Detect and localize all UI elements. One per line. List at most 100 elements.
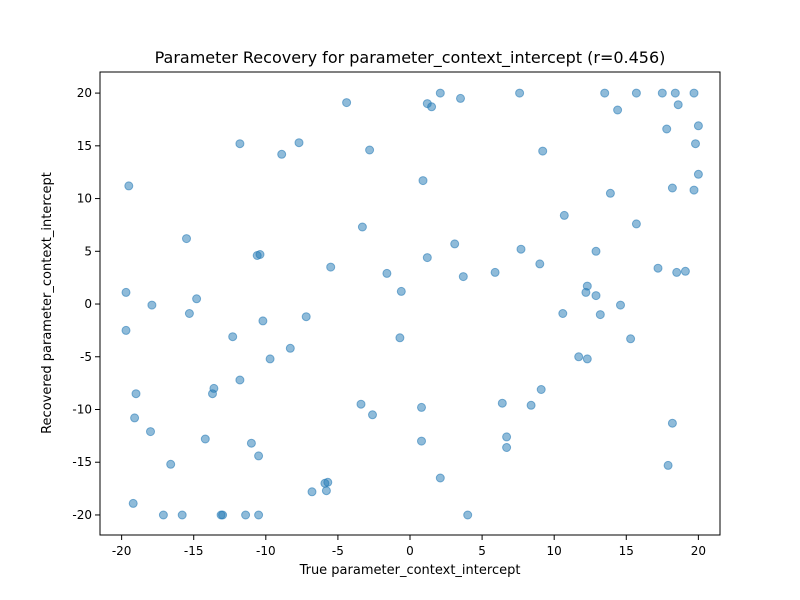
data-point-92 — [673, 100, 683, 110]
x-tick-label: 10 — [547, 544, 562, 558]
data-point-39 — [342, 98, 352, 108]
data-point-67 — [538, 146, 548, 156]
data-point-33 — [301, 312, 311, 322]
data-point-84 — [631, 219, 641, 229]
x-tick-label: -10 — [256, 544, 276, 558]
x-axis-label: True parameter_context_intercept — [299, 563, 521, 578]
data-point-16 — [208, 389, 217, 399]
data-point-19 — [228, 332, 238, 342]
y-tick-label: 15 — [77, 139, 92, 153]
data-point-27 — [254, 510, 264, 520]
data-point-54 — [435, 473, 445, 483]
x-axis-ticks: -20 -15 -10 -5 0 5 10 15 20 — [112, 535, 706, 558]
data-point-22 — [241, 510, 251, 520]
data-point-5 — [128, 498, 138, 508]
data-point-18 — [218, 510, 228, 520]
data-point-64 — [516, 244, 526, 254]
data-point-7 — [146, 427, 155, 437]
data-point-88 — [663, 460, 673, 470]
data-point-90 — [667, 418, 677, 428]
data-point-38 — [326, 262, 336, 272]
data-point-1 — [121, 287, 131, 297]
data-point-29 — [265, 354, 275, 364]
data-point-79 — [605, 188, 615, 198]
data-point-40 — [356, 399, 366, 409]
x-tick-label: 20 — [691, 544, 706, 558]
data-point-86 — [657, 88, 667, 98]
data-point-76 — [591, 291, 601, 301]
data-point-94 — [680, 266, 690, 276]
data-point-9 — [166, 459, 176, 469]
data-point-32 — [294, 138, 304, 148]
y-axis-ticks: -20 -15 -10 -5 0 5 10 15 20 — [72, 86, 100, 522]
data-point-52 — [422, 253, 432, 263]
y-tick-label: -10 — [72, 402, 92, 416]
data-point-47 — [418, 176, 428, 186]
data-point-30 — [277, 149, 287, 159]
data-point-37 — [321, 486, 331, 496]
data-point-82 — [626, 334, 636, 344]
y-axis-label: Recovered parameter_context_intercept — [40, 172, 55, 434]
data-point-44 — [382, 268, 392, 278]
data-point-65 — [526, 400, 536, 410]
data-point-60 — [497, 398, 507, 408]
y-tick-label: -20 — [72, 508, 92, 522]
data-point-66 — [535, 259, 545, 269]
data-point-45 — [396, 286, 406, 296]
data-point-80 — [613, 105, 623, 115]
data-point-2 — [121, 325, 131, 335]
data-point-0 — [124, 181, 134, 191]
data-point-34 — [307, 487, 317, 497]
data-point-43 — [368, 410, 377, 420]
data-point-61 — [502, 432, 512, 442]
data-point-57 — [458, 272, 468, 282]
y-tick-label: 0 — [84, 297, 92, 311]
data-point-31 — [285, 343, 295, 353]
data-point-93 — [672, 267, 682, 277]
data-point-58 — [463, 510, 473, 520]
data-point-51 — [427, 102, 437, 112]
data-point-63 — [515, 88, 525, 98]
data-point-74 — [582, 354, 592, 364]
data-point-95 — [689, 88, 699, 98]
data-point-68 — [536, 385, 546, 394]
data-point-41 — [357, 222, 367, 232]
x-tick-label: -20 — [112, 544, 132, 558]
data-point-46 — [395, 333, 405, 343]
y-tick-label: 10 — [77, 192, 92, 206]
data-point-13 — [192, 294, 202, 304]
data-point-59 — [490, 267, 500, 277]
data-point-85 — [653, 263, 663, 273]
data-point-96 — [691, 139, 700, 149]
x-tick-label: -5 — [332, 544, 344, 558]
y-tick-label: 5 — [84, 244, 92, 258]
data-point-99 — [693, 169, 703, 179]
data-point-55 — [450, 239, 460, 249]
data-point-89 — [667, 183, 677, 193]
data-point-6 — [147, 300, 157, 310]
data-point-11 — [182, 234, 191, 244]
data-point-71 — [574, 352, 584, 362]
data-point-83 — [631, 88, 641, 98]
data-point-21 — [235, 375, 245, 385]
data-point-73 — [582, 281, 592, 291]
data-point-25 — [255, 250, 265, 259]
data-point-26 — [254, 451, 264, 461]
x-tick-label: -15 — [184, 544, 204, 558]
data-point-62 — [502, 443, 512, 452]
data-point-48 — [417, 402, 426, 412]
data-point-8 — [158, 510, 168, 520]
chart-title: Parameter Recovery for parameter_context… — [155, 48, 666, 68]
points-layer — [121, 88, 703, 520]
y-tick-label: -5 — [80, 350, 92, 364]
data-point-36 — [323, 477, 333, 487]
x-tick-label: 0 — [406, 544, 414, 558]
data-point-28 — [258, 316, 268, 326]
data-point-78 — [600, 88, 610, 98]
data-point-20 — [235, 139, 245, 149]
data-point-77 — [595, 310, 605, 320]
data-point-81 — [616, 300, 625, 310]
x-tick-label: 15 — [619, 544, 634, 558]
data-point-98 — [693, 121, 703, 131]
x-tick-label: 5 — [478, 544, 486, 558]
